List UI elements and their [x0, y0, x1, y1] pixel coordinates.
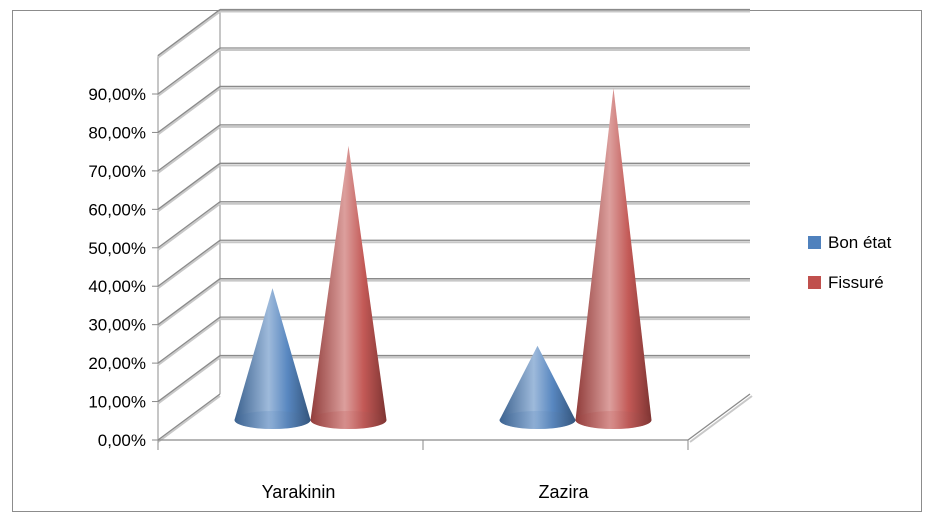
cone-body — [575, 88, 652, 429]
y-tick-label: 90,00% — [88, 85, 146, 104]
gridline-side — [157, 124, 221, 172]
y-tick-label: 40,00% — [88, 277, 146, 296]
legend-swatch — [808, 276, 821, 289]
legend-label: Fissuré — [828, 273, 884, 292]
gridline-side — [157, 278, 221, 326]
gridline-side — [157, 393, 221, 441]
legend: Bon état Fissuré — [808, 233, 892, 292]
gridline-side-shadow — [157, 87, 221, 136]
gridline-side — [157, 355, 221, 403]
y-tick-label: 30,00% — [88, 316, 146, 335]
y-tick-label: 70,00% — [88, 162, 146, 181]
gridline-side — [157, 162, 221, 210]
gridline-side-shadow — [157, 49, 221, 97]
gridline-side-shadow — [157, 395, 221, 443]
floor-right-edge — [687, 393, 751, 441]
gridline-side-shadow — [157, 279, 221, 328]
y-tick-label: 60,00% — [88, 200, 146, 219]
y-tick-label: 10,00% — [88, 393, 146, 412]
cone-fissur--yarakinin — [310, 145, 387, 429]
legend-swatch — [808, 236, 821, 249]
gridline-side-shadow — [157, 241, 221, 290]
cone-fissur--zazira — [575, 88, 652, 429]
cone-body — [499, 345, 576, 429]
gridline-side — [157, 316, 221, 364]
chart-frame — [12, 10, 922, 512]
gridline-side-shadow — [157, 10, 221, 59]
cone-base — [234, 411, 311, 429]
y-tick-label: 50,00% — [88, 239, 146, 258]
cone-bon-tat-yarakinin — [234, 288, 311, 429]
cone-body — [310, 145, 387, 429]
gridline-side-shadow — [157, 126, 221, 174]
legend-item: Bon état — [808, 233, 892, 252]
cone-base — [310, 411, 387, 429]
x-category-label: Yarakinin — [262, 482, 336, 502]
gridline-side-shadow — [157, 356, 221, 405]
gridline-side-shadow — [157, 164, 221, 213]
cone-base — [575, 411, 652, 429]
x-axis: Yarakinin Zazira — [157, 440, 689, 502]
legend-item: Fissuré — [808, 273, 884, 292]
y-axis-ticks: 0,00% 10,00% 20,00% 30,00% 40,00% 50,00% 60,00… — [88, 85, 158, 450]
gridline-side — [157, 85, 221, 133]
cone-body — [234, 288, 311, 429]
y-tick-label: 20,00% — [88, 354, 146, 373]
legend-label: Bon état — [828, 233, 892, 252]
gridline-side — [157, 9, 221, 57]
cones — [234, 88, 652, 429]
gridline-side-shadow — [157, 202, 221, 251]
x-category-label: Zazira — [538, 482, 589, 502]
cone-bon-tat-zazira — [499, 345, 576, 429]
gridline-side-shadow — [157, 318, 221, 366]
floor-right-edge-shadow — [689, 395, 753, 443]
y-tick-label: 0,00% — [98, 431, 146, 450]
gridline-side — [157, 239, 221, 287]
y-tick-label: 80,00% — [88, 123, 146, 142]
gridline-side — [157, 47, 221, 95]
gridline-side — [157, 201, 221, 249]
cone-base — [499, 411, 576, 429]
gridlines — [157, 8, 753, 443]
